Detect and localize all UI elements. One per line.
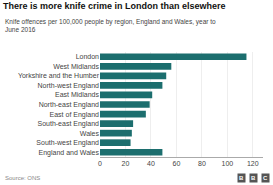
svg-text:England and Wales: England and Wales	[39, 149, 100, 157]
svg-text:Yorkshire and the Humber: Yorkshire and the Humber	[18, 72, 100, 79]
svg-text:100: 100	[221, 160, 233, 167]
svg-text:0: 0	[98, 160, 102, 167]
svg-text:C: C	[263, 175, 268, 181]
svg-text:120: 120	[247, 160, 259, 167]
svg-text:West Midlands: West Midlands	[53, 63, 99, 70]
svg-text:South-west England: South-west England	[36, 139, 99, 147]
svg-text:East of England: East of England	[50, 111, 100, 119]
svg-text:60: 60	[173, 160, 181, 167]
svg-text:Knife offences per 100,000 peo: Knife offences per 100,000 people by reg…	[5, 18, 216, 33]
svg-text:B: B	[251, 175, 256, 181]
svg-text:South-east England: South-east England	[38, 120, 100, 128]
svg-text:Source: ONS: Source: ONS	[5, 175, 40, 181]
svg-text:B: B	[239, 175, 244, 181]
svg-text:North-east England: North-east England	[39, 101, 99, 109]
svg-text:40: 40	[147, 160, 155, 167]
svg-text:80: 80	[198, 160, 206, 167]
svg-text:20: 20	[122, 160, 130, 167]
svg-text:North-west England: North-west England	[38, 82, 100, 90]
svg-text:East Midlands: East Midlands	[55, 91, 99, 98]
svg-text:Wales: Wales	[80, 130, 100, 137]
svg-text:There is more knife crime in L: There is more knife crime in London than…	[3, 1, 226, 11]
svg-text:London: London	[76, 53, 99, 60]
